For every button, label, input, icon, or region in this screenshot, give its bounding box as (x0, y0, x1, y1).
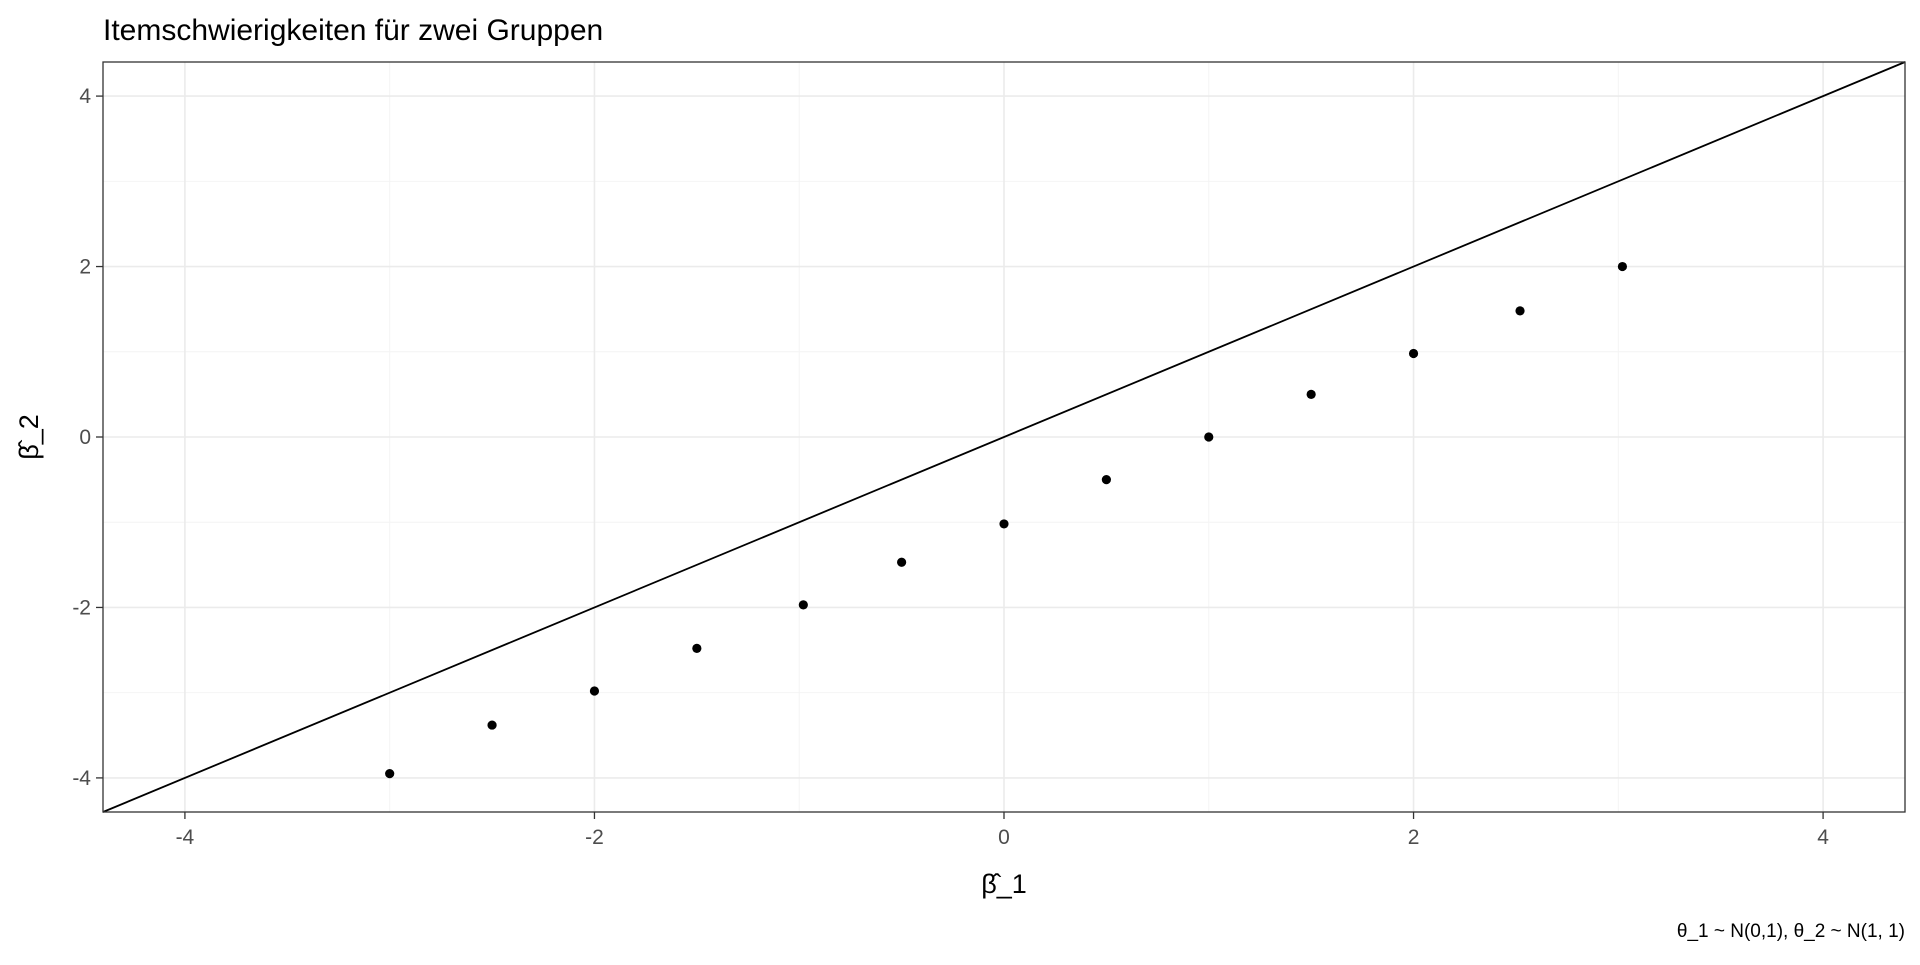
chart-caption: θ_1 ~ N(0,1), θ_2 ~ N(1, 1) (1677, 921, 1905, 942)
y-tick-label: 4 (79, 85, 91, 108)
data-point (1617, 261, 1628, 272)
data-point (897, 557, 907, 567)
data-point (589, 686, 600, 696)
x-tick-label: 0 (998, 826, 1010, 849)
x-tick-label: -4 (176, 826, 195, 849)
y-axis: -4 -2 0 2 4 (72, 85, 103, 790)
data-point (999, 519, 1009, 529)
reference-line-layer (102, 61, 1906, 813)
x-tick-label: 4 (1817, 826, 1829, 849)
x-axis-title: β̂_1 (981, 869, 1027, 899)
data-point (692, 643, 702, 653)
y-tick-label: 2 (79, 256, 91, 279)
x-tick-label: -2 (585, 826, 604, 849)
data-point (1306, 389, 1316, 399)
data-point (1204, 432, 1214, 442)
data-points (385, 261, 1628, 779)
data-point (385, 769, 395, 779)
data-point (487, 720, 497, 730)
chart-title: Itemschwierigkeiten für zwei Gruppen (103, 14, 603, 47)
data-point (1515, 306, 1525, 316)
data-point (1408, 348, 1419, 359)
y-tick-label: 0 (79, 426, 91, 449)
x-axis: -4 -2 0 2 4 (176, 812, 1829, 849)
y-tick-label: -4 (72, 767, 91, 790)
y-tick-label: -2 (72, 596, 91, 619)
data-point (1101, 475, 1111, 485)
identity-line (102, 61, 1906, 813)
x-tick-label: 2 (1408, 826, 1420, 849)
y-axis-title: β̂_2 (14, 414, 44, 460)
data-point (798, 600, 808, 610)
